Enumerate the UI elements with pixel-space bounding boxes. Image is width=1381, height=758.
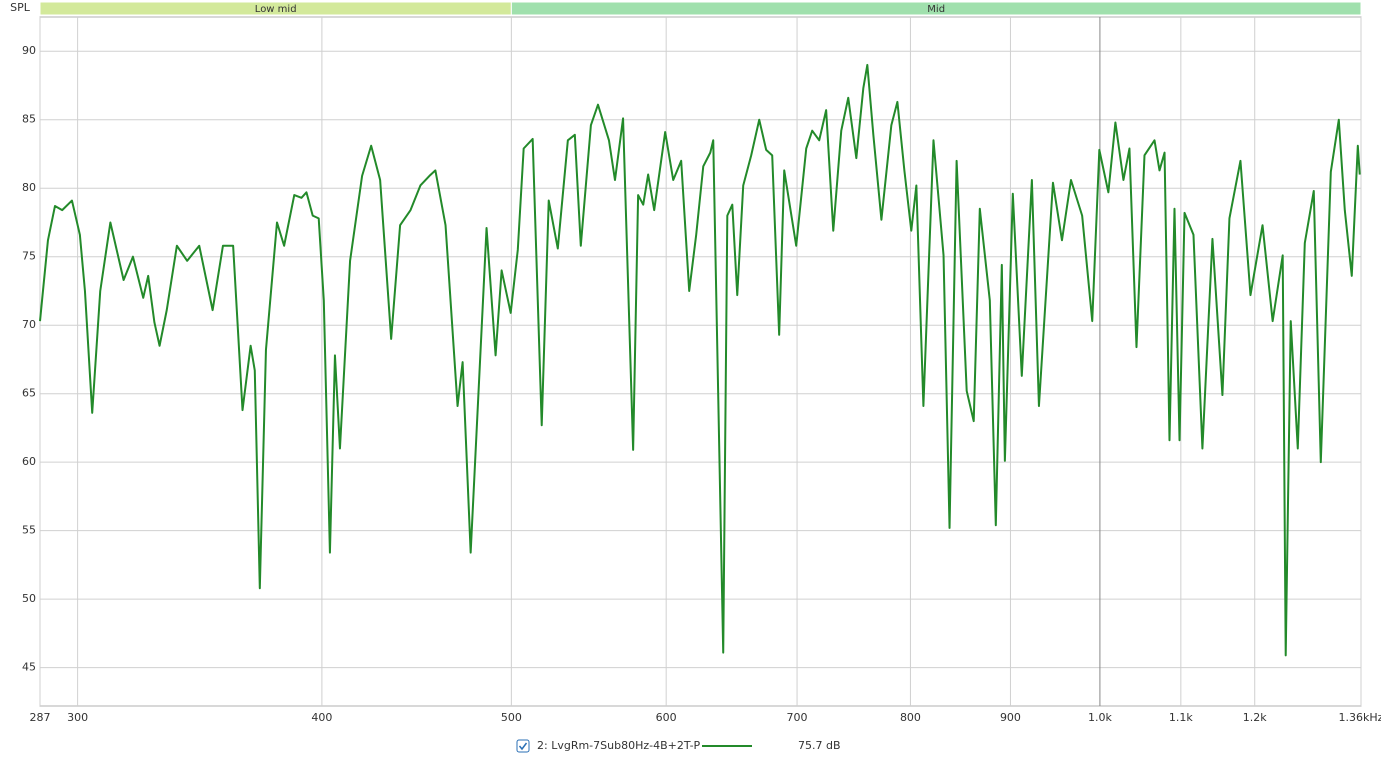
y-tick-label: 65 [22, 387, 36, 400]
band-label: Low mid [255, 4, 297, 15]
x-tick-label: 700 [787, 711, 808, 724]
x-tick-label: 1.1k [1169, 711, 1193, 724]
x-tick-label: 400 [311, 711, 332, 724]
check-mark [518, 742, 528, 751]
y-tick-label: 85 [22, 113, 36, 126]
y-tick-label: 60 [22, 455, 36, 468]
band-label: Mid [927, 4, 945, 15]
x-tick-label: 500 [501, 711, 522, 724]
y-axis-label: SPL [10, 1, 31, 14]
y-tick-label: 80 [22, 181, 36, 194]
x-tick-label: 1.2k [1243, 711, 1267, 724]
x-tick-label: 1.36kHz [1339, 711, 1381, 724]
plot-area [39, 16, 1362, 707]
y-tick-label: 45 [22, 661, 36, 674]
x-tick-label: 600 [656, 711, 677, 724]
x-tick-label: 1.0k [1088, 711, 1112, 724]
spl-line [39, 63, 1361, 657]
x-tick-label: 287 [30, 711, 51, 724]
y-tick-label: 75 [22, 250, 36, 263]
y-tick-label: 55 [22, 524, 36, 537]
x-tick-label: 800 [900, 711, 921, 724]
y-tick-label: 50 [22, 592, 36, 605]
legend-readout: 75.7 dB [798, 739, 841, 752]
band [510, 1, 1362, 16]
y-tick-label: 90 [22, 44, 36, 57]
x-tick-label: 300 [67, 711, 88, 724]
legend-checkbox[interactable] [516, 739, 530, 753]
y-tick-label: 70 [22, 318, 36, 331]
legend-label: 2: LvgRm-7Sub80Hz-4B+2T-P [537, 739, 701, 752]
x-tick-label: 900 [1000, 711, 1021, 724]
